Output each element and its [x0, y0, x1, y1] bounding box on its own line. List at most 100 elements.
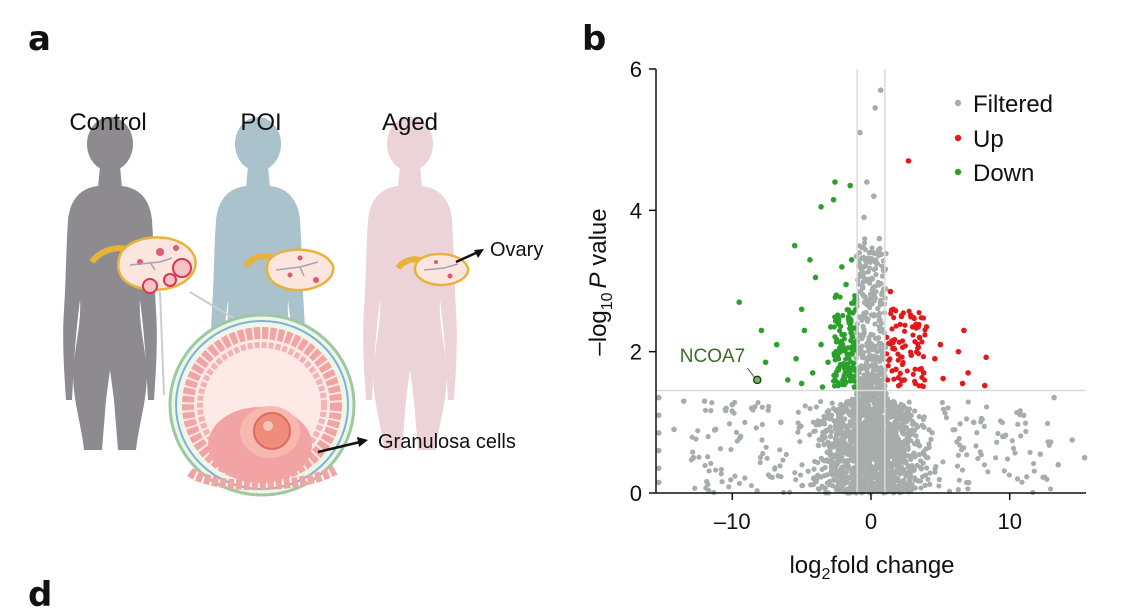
filtered-point [867, 280, 873, 286]
filtered-point [885, 424, 892, 430]
filtered-point [893, 408, 899, 414]
down-point [773, 341, 780, 348]
filtered-point [940, 406, 946, 412]
filtered-point [874, 354, 880, 360]
filtered-point [886, 453, 892, 459]
up-point [910, 314, 917, 320]
filtered-point [887, 479, 893, 485]
filtered-point [704, 478, 710, 485]
filtered-point [873, 471, 880, 478]
filtered-point [868, 383, 875, 389]
filtered-point [777, 463, 783, 469]
filtered-point [881, 356, 887, 363]
filtered-point [872, 283, 878, 289]
filtered-point [861, 214, 867, 221]
granulosa-arrow [317, 440, 361, 454]
filtered-point [880, 474, 886, 480]
filtered-point [708, 460, 714, 467]
filtered-point [918, 458, 924, 464]
filtered-point [870, 193, 877, 199]
filtered-point [894, 417, 900, 423]
filtered-point [860, 279, 866, 285]
filtered-point [813, 404, 819, 410]
filtered-point [977, 449, 983, 455]
filtered-point [828, 441, 835, 447]
filtered-point [1030, 460, 1037, 467]
filtered-point [828, 460, 834, 466]
filtered-point [878, 478, 884, 484]
filtered-point [705, 433, 711, 440]
down-point [798, 380, 805, 387]
up-point [910, 332, 916, 338]
filtered-point [884, 471, 891, 477]
filtered-point [1014, 476, 1021, 482]
filtered-point [863, 298, 869, 304]
down-point [832, 334, 838, 340]
down-point [843, 366, 849, 373]
filtered-point [847, 442, 853, 448]
filtered-point [955, 452, 961, 458]
filtered-point [815, 472, 821, 478]
filtered-point [864, 355, 870, 361]
down-point [850, 333, 856, 340]
filtered-point [869, 439, 875, 445]
filtered-point [896, 487, 902, 493]
filtered-point [805, 468, 811, 474]
filtered-point [867, 265, 873, 271]
up-point [983, 354, 989, 361]
up-point [902, 322, 908, 328]
filtered-point [903, 405, 909, 412]
follicle [168, 313, 356, 497]
filtered-point [876, 405, 883, 412]
filtered-point [728, 446, 734, 453]
filtered-point [925, 455, 931, 461]
up-point [912, 339, 918, 345]
filtered-point [850, 416, 856, 422]
filtered-point [757, 454, 764, 460]
filtered-point [862, 411, 868, 417]
filtered-point [853, 355, 859, 361]
filtered-point [1015, 421, 1021, 427]
filtered-point [858, 459, 864, 465]
filtered-point [873, 391, 880, 397]
filtered-point [858, 410, 864, 416]
filtered-point [841, 435, 847, 441]
filtered-point [709, 400, 715, 406]
filtered-point [839, 450, 845, 457]
ovary-control [89, 236, 197, 294]
up-point [910, 371, 916, 377]
filtered-point [859, 285, 866, 291]
filtered-point [888, 403, 895, 410]
legend-marker-down [954, 168, 962, 176]
filtered-point [869, 371, 875, 378]
filtered-point [1027, 449, 1033, 455]
filtered-point [870, 362, 876, 368]
filtered-point [833, 432, 840, 438]
filtered-point [780, 457, 786, 463]
filtered-point [915, 478, 921, 484]
filtered-point [981, 462, 988, 468]
filtered-point [875, 443, 882, 450]
down-point [832, 357, 838, 363]
up-point [891, 376, 897, 382]
filtered-point [703, 485, 709, 491]
filtered-point [819, 466, 825, 473]
down-point [833, 339, 839, 345]
filtered-point [878, 297, 884, 303]
filtered-point [904, 452, 911, 459]
down-point [842, 370, 849, 377]
filtered-point [922, 482, 928, 488]
filtered-point [706, 468, 712, 474]
filtered-point [844, 479, 850, 485]
filtered-point [757, 459, 763, 466]
up-point [932, 355, 938, 362]
up-point [898, 313, 905, 320]
filtered-point [655, 394, 662, 401]
filtered-point [861, 390, 867, 396]
ovary-label: Ovary [490, 239, 543, 261]
filtered-point [983, 404, 990, 410]
up-point [937, 341, 944, 348]
filtered-point [890, 398, 897, 405]
axis-ticks: 0 2 4 6 –10 0 10 [630, 57, 1022, 534]
filtered-point [827, 424, 833, 430]
